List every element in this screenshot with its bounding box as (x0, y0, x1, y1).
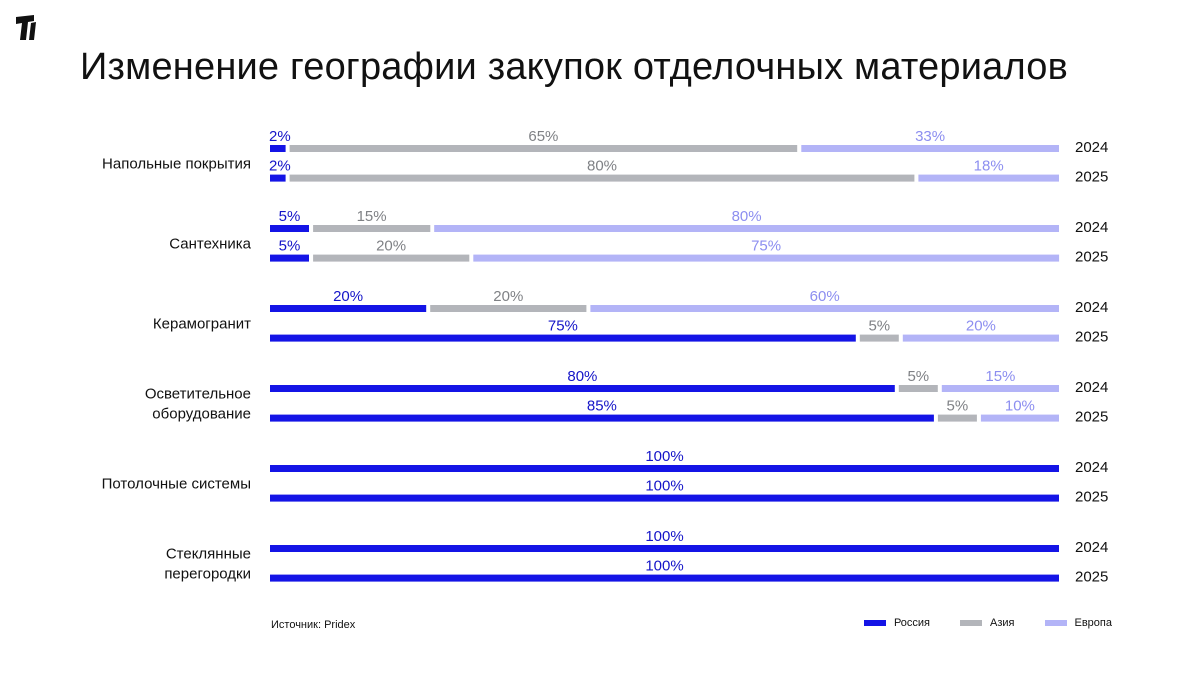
value-label-russia: 5% (279, 238, 301, 255)
value-label-asia: 65% (528, 128, 558, 145)
bar-russia-2024 (270, 465, 1059, 472)
bar-europe-2025 (473, 254, 1060, 262)
year-label: 2024 (1075, 539, 1108, 556)
logo-icon (16, 15, 36, 40)
value-label-asia: 80% (587, 158, 617, 175)
category-label: Напольные покрытия (102, 155, 251, 172)
bar-europe-2024 (801, 145, 1059, 152)
value-label-asia: 20% (493, 288, 523, 305)
value-label-russia: 100% (645, 478, 683, 495)
bar-europe-2025 (918, 174, 1059, 182)
page-title: Изменение географии закупок отделочных м… (80, 46, 1069, 88)
bar-asia-2024 (430, 305, 587, 312)
legend-swatch-asia (960, 620, 983, 626)
legend-item-russia: Россия (863, 617, 931, 629)
category-label: Сантехника (169, 235, 251, 252)
bar-russia-2024 (270, 225, 309, 232)
legend-swatch-russia (863, 620, 886, 626)
category-label: Потолочные системы (102, 475, 251, 492)
value-label-asia: 5% (947, 398, 969, 415)
legend-item-europe: Европа (1044, 617, 1113, 629)
value-label-europe: 20% (966, 318, 996, 335)
legend-label-russia: Россия (893, 617, 931, 629)
value-label-russia: 80% (567, 368, 597, 385)
bar-russia-2025 (270, 414, 934, 422)
value-label-russia: 2% (269, 128, 291, 145)
value-label-asia: 5% (868, 318, 890, 335)
value-label-russia: 100% (645, 528, 683, 545)
legend: Россия Азия Европа (863, 617, 1113, 629)
year-label: 2025 (1075, 409, 1108, 426)
bar-europe-2025 (902, 334, 1059, 342)
bar-asia-2024 (289, 145, 798, 152)
bar-russia-2025 (270, 254, 309, 262)
bar-asia-2024 (898, 385, 938, 392)
value-label-russia: 5% (279, 208, 301, 225)
legend-item-asia: Азия (960, 617, 1015, 629)
bar-russia-2025 (270, 574, 1059, 582)
bar-asia-2025 (289, 174, 915, 182)
year-label: 2024 (1075, 379, 1108, 396)
legend-label-europe: Европа (1074, 617, 1113, 629)
bar-russia-2024 (270, 385, 895, 392)
value-label-asia: 15% (357, 208, 387, 225)
value-label-europe: 18% (974, 158, 1004, 175)
category-label: Стеклянные перегородки (164, 545, 251, 582)
value-label-europe: 10% (1005, 398, 1035, 415)
legend-swatch-europe (1044, 620, 1067, 626)
bar-russia-2024 (270, 145, 286, 152)
year-label: 2025 (1075, 249, 1108, 266)
bar-asia-2025 (859, 334, 899, 342)
source-note: Источник: Pridex (271, 619, 356, 631)
value-label-europe: 80% (732, 208, 762, 225)
year-label: 2025 (1075, 489, 1108, 506)
value-label-asia: 5% (907, 368, 929, 385)
bar-asia-2025 (937, 414, 977, 422)
value-label-russia: 75% (548, 318, 578, 335)
year-label: 2024 (1075, 139, 1108, 156)
bar-europe-2024 (941, 385, 1059, 392)
bar-russia-2024 (270, 545, 1059, 552)
value-label-europe: 60% (810, 288, 840, 305)
legend-label-asia: Азия (990, 617, 1015, 629)
year-label: 2025 (1075, 169, 1108, 186)
bar-asia-2024 (313, 225, 431, 232)
value-label-europe: 15% (985, 368, 1015, 385)
bar-russia-2025 (270, 174, 286, 182)
value-label-europe: 75% (751, 238, 781, 255)
value-label-russia: 20% (333, 288, 363, 305)
bar-russia-2024 (270, 305, 427, 312)
year-label: 2024 (1075, 299, 1108, 316)
value-label-asia: 20% (376, 238, 406, 255)
value-label-russia: 100% (645, 448, 683, 465)
year-label: 2024 (1075, 219, 1108, 236)
value-label-russia: 85% (587, 398, 617, 415)
year-label: 2025 (1075, 329, 1108, 346)
bar-europe-2024 (590, 305, 1059, 312)
category-label: Осветительное оборудование (145, 385, 251, 422)
bar-russia-2025 (270, 494, 1059, 502)
year-label: 2025 (1075, 569, 1108, 586)
value-label-europe: 33% (915, 128, 945, 145)
year-label: 2024 (1075, 459, 1108, 476)
value-label-russia: 100% (645, 558, 683, 575)
category-label: Керамогранит (153, 315, 251, 332)
value-label-russia: 2% (269, 158, 291, 175)
bar-europe-2025 (980, 414, 1059, 422)
bar-asia-2025 (313, 254, 470, 262)
bar-europe-2024 (434, 225, 1059, 232)
bar-russia-2025 (270, 334, 856, 342)
